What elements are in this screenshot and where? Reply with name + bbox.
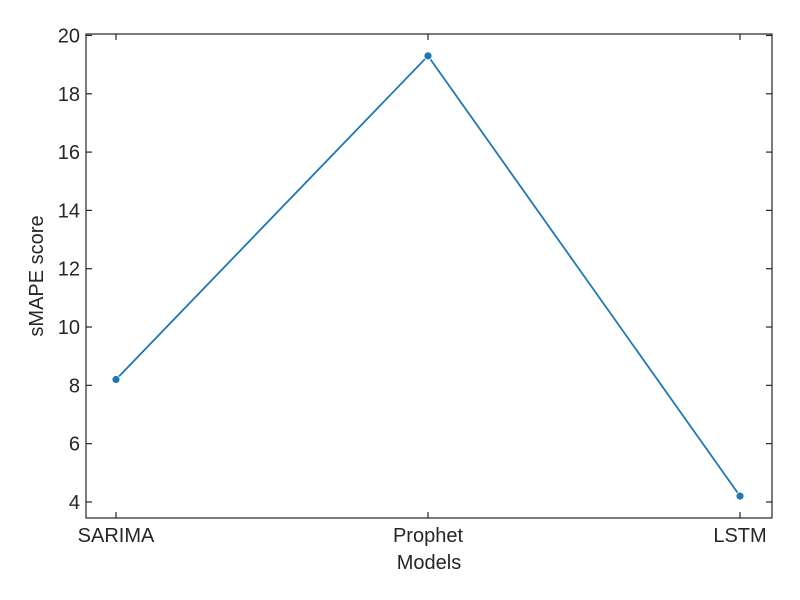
y-tick-label: 8 [69,375,80,397]
y-axis-label: sMAPE score [26,215,48,336]
y-tick-label: 12 [58,259,80,281]
data-point [423,51,433,61]
y-tick-label: 18 [58,84,80,106]
data-point [111,375,121,384]
plot-area-frame [85,33,773,519]
y-tick-label: 10 [58,317,80,339]
series-line [115,54,741,497]
y-tick-label: 4 [69,492,80,514]
y-tick-label: 16 [58,142,80,164]
x-axis-ticks: SARIMA Prophet LSTM [78,34,767,547]
y-tick-label: 20 [58,25,80,47]
data-point [735,491,745,501]
y-axis-ticks: 4 6 8 10 12 14 16 18 20 [58,25,772,514]
y-tick-label: 6 [69,434,80,456]
x-axis-label: Models [397,552,461,574]
x-tick-label: SARIMA [78,525,155,547]
y-tick-label: 14 [58,200,80,222]
x-tick-label: LSTM [713,525,766,547]
series-layer [111,51,745,501]
x-tick-label: Prophet [393,525,463,547]
